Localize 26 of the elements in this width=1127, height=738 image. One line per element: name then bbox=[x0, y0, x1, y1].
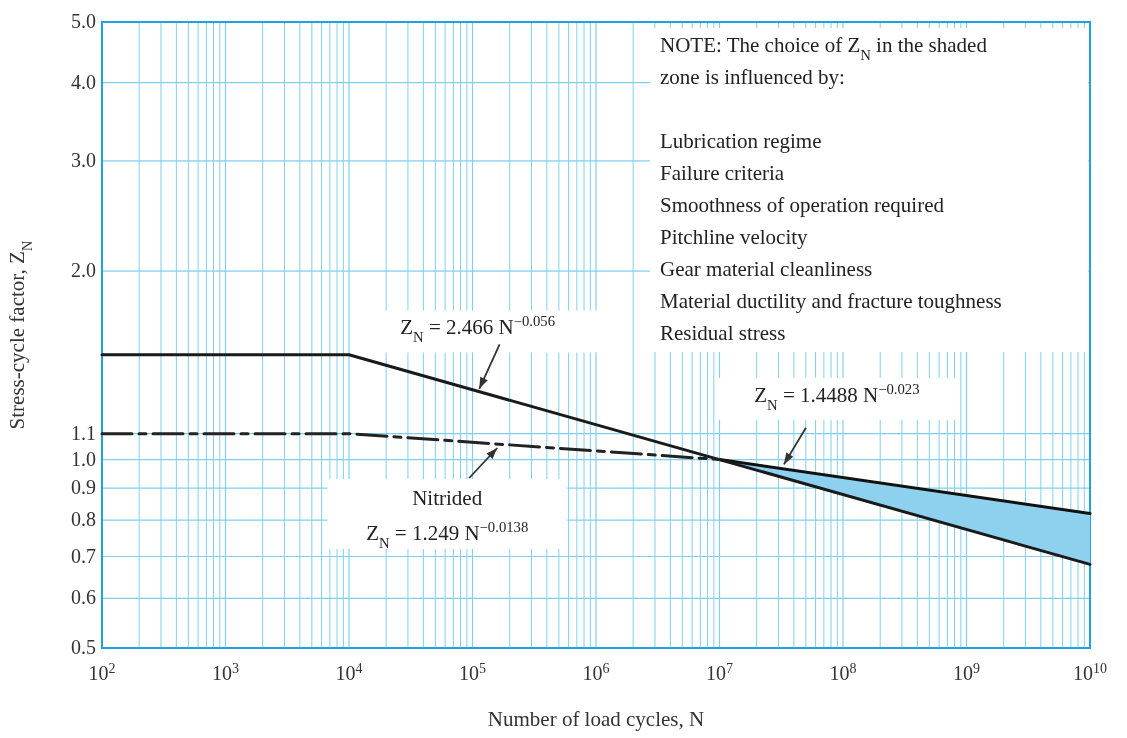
y-tick-label: 1.0 bbox=[71, 447, 96, 470]
y-tick-label: 3.0 bbox=[71, 148, 96, 171]
x-tick-label: 10$^{5}$ bbox=[459, 660, 486, 684]
y-tick-label: 2.0 bbox=[71, 259, 96, 282]
x-axis-title: Number of load cycles, N bbox=[487, 707, 705, 731]
y-tick-label: 1.1 bbox=[71, 421, 96, 444]
annotation: Z$_{N}$= 1.249 N$^{−0.0138}$ bbox=[366, 519, 529, 552]
y-tick-label: 4.0 bbox=[71, 70, 96, 93]
text: NOTE: The choice of Z$_{N}$ in the shaded zone is influenced by: Lubrication regime Failure criteria Smoothness of operation required Pitchline velocity Gear material cleanliness Material ductility and fracture toughness Residual stress bbox=[660, 33, 1002, 345]
x-tick-label: 10$^{9}$ bbox=[953, 660, 980, 684]
y-tick-label: 0.5 bbox=[71, 636, 96, 658]
y-tick-label: 0.6 bbox=[71, 586, 96, 609]
x-tick-label: 10$^{6}$ bbox=[582, 660, 610, 684]
y-tick-label: 0.9 bbox=[71, 476, 96, 499]
y-tick-label: 5.0 bbox=[71, 10, 96, 32]
x-tick-label: 10$^{2}$ bbox=[88, 660, 116, 684]
text: Nitrided bbox=[412, 486, 483, 511]
y-tick-label: 0.8 bbox=[71, 508, 96, 531]
annotation: Z$_{N}$= 1.4488 N$^{−0.023}$ bbox=[754, 380, 920, 413]
y-tick-label: 0.7 bbox=[71, 544, 96, 567]
x-tick-label: 10$^{10}$ bbox=[1073, 660, 1107, 684]
x-tick-label: 10$^{8}$ bbox=[829, 660, 857, 684]
x-tick-label: 10$^{3}$ bbox=[212, 660, 239, 684]
x-tick-label: 10$^{7}$ bbox=[706, 660, 733, 684]
x-tick-label: 10$^{4}$ bbox=[335, 660, 363, 684]
annotation: Z$_{N}$= 2.466 N$^{−0.056}$ bbox=[400, 313, 556, 346]
